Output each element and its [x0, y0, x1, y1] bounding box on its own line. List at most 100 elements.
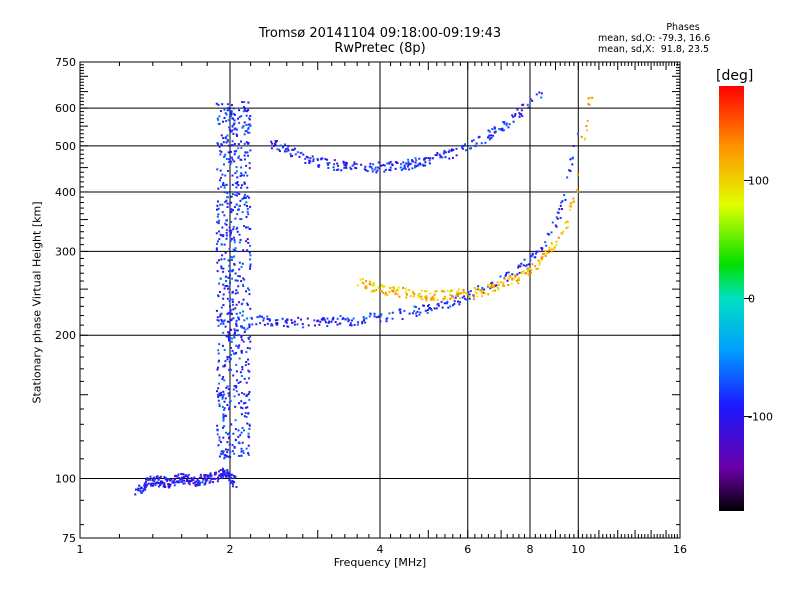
- data-point: [145, 478, 148, 481]
- data-point: [229, 399, 232, 402]
- data-point: [404, 291, 407, 294]
- data-point: [228, 321, 231, 324]
- data-point: [345, 167, 348, 170]
- data-point: [246, 151, 249, 154]
- data-point: [241, 338, 244, 341]
- data-point: [308, 159, 311, 162]
- data-point: [151, 479, 154, 482]
- data-point: [474, 145, 477, 148]
- colorbar-label: [deg]: [716, 68, 754, 84]
- data-point: [217, 295, 220, 298]
- data-point: [238, 357, 241, 360]
- data-point: [505, 122, 508, 125]
- data-point: [291, 321, 294, 324]
- data-point: [538, 263, 541, 266]
- data-point: [548, 246, 551, 249]
- data-point: [389, 166, 392, 169]
- data-point: [368, 283, 371, 286]
- data-point: [362, 315, 365, 318]
- data-point: [231, 301, 234, 304]
- data-point: [477, 286, 480, 289]
- data-point: [331, 318, 334, 321]
- data-point: [232, 225, 235, 228]
- data-point: [184, 474, 187, 477]
- data-point: [571, 201, 574, 204]
- data-point: [520, 271, 523, 274]
- y-tick-label: 300: [55, 245, 76, 258]
- data-point: [217, 387, 220, 390]
- data-point: [553, 246, 556, 249]
- data-point: [457, 300, 460, 303]
- data-point: [324, 319, 327, 322]
- data-point: [370, 166, 373, 169]
- data-point: [208, 481, 211, 484]
- data-point: [221, 474, 224, 477]
- data-point: [535, 268, 538, 271]
- data-point: [223, 365, 226, 368]
- data-point: [365, 279, 368, 282]
- data-point: [395, 290, 398, 293]
- data-point: [389, 169, 392, 172]
- data-point: [247, 241, 250, 244]
- data-point: [172, 481, 175, 484]
- data-point: [362, 277, 365, 280]
- data-point: [399, 163, 402, 166]
- data-point: [228, 311, 231, 314]
- data-point: [217, 222, 220, 225]
- data-point: [224, 360, 227, 363]
- data-point: [448, 149, 451, 152]
- data-point: [564, 221, 567, 224]
- data-point: [515, 279, 518, 282]
- data-point: [149, 478, 152, 481]
- data-point: [266, 322, 269, 325]
- data-point: [243, 319, 246, 322]
- data-point: [276, 322, 279, 325]
- data-point: [541, 253, 544, 256]
- data-point: [362, 282, 365, 285]
- data-point: [278, 148, 281, 151]
- data-point: [220, 391, 223, 394]
- data-point: [418, 292, 421, 295]
- data-point: [202, 478, 205, 481]
- data-point: [217, 476, 220, 479]
- data-point: [507, 126, 510, 129]
- colorbar-ticks: 100 0 -100: [744, 174, 773, 424]
- data-point: [373, 315, 376, 318]
- data-point: [232, 107, 235, 110]
- data-point: [226, 385, 229, 388]
- data-point: [215, 471, 218, 474]
- data-point: [230, 473, 233, 476]
- data-point: [484, 141, 487, 144]
- data-point: [238, 275, 241, 278]
- data-point: [566, 226, 569, 229]
- data-point: [226, 196, 229, 199]
- data-point: [226, 297, 229, 300]
- data-point: [243, 121, 246, 124]
- data-point: [241, 197, 244, 200]
- data-point: [215, 248, 218, 251]
- data-point: [233, 452, 236, 455]
- data-point: [517, 277, 520, 280]
- data-point: [433, 293, 436, 296]
- data-point: [233, 328, 236, 331]
- data-point: [216, 368, 219, 371]
- data-point: [247, 336, 250, 339]
- data-point: [224, 275, 227, 278]
- data-point: [239, 311, 242, 314]
- data-point: [487, 283, 490, 286]
- data-point: [198, 481, 201, 484]
- data-point: [336, 317, 339, 320]
- data-point: [386, 317, 389, 320]
- data-point: [228, 203, 231, 206]
- data-point: [237, 285, 240, 288]
- data-point: [316, 319, 319, 322]
- data-point: [223, 154, 226, 157]
- data-point: [164, 477, 167, 480]
- data-point: [178, 476, 181, 479]
- data-point: [164, 485, 167, 488]
- data-point: [306, 156, 309, 159]
- data-point: [237, 393, 240, 396]
- data-point: [193, 481, 196, 484]
- data-point: [499, 275, 502, 278]
- data-point: [420, 289, 423, 292]
